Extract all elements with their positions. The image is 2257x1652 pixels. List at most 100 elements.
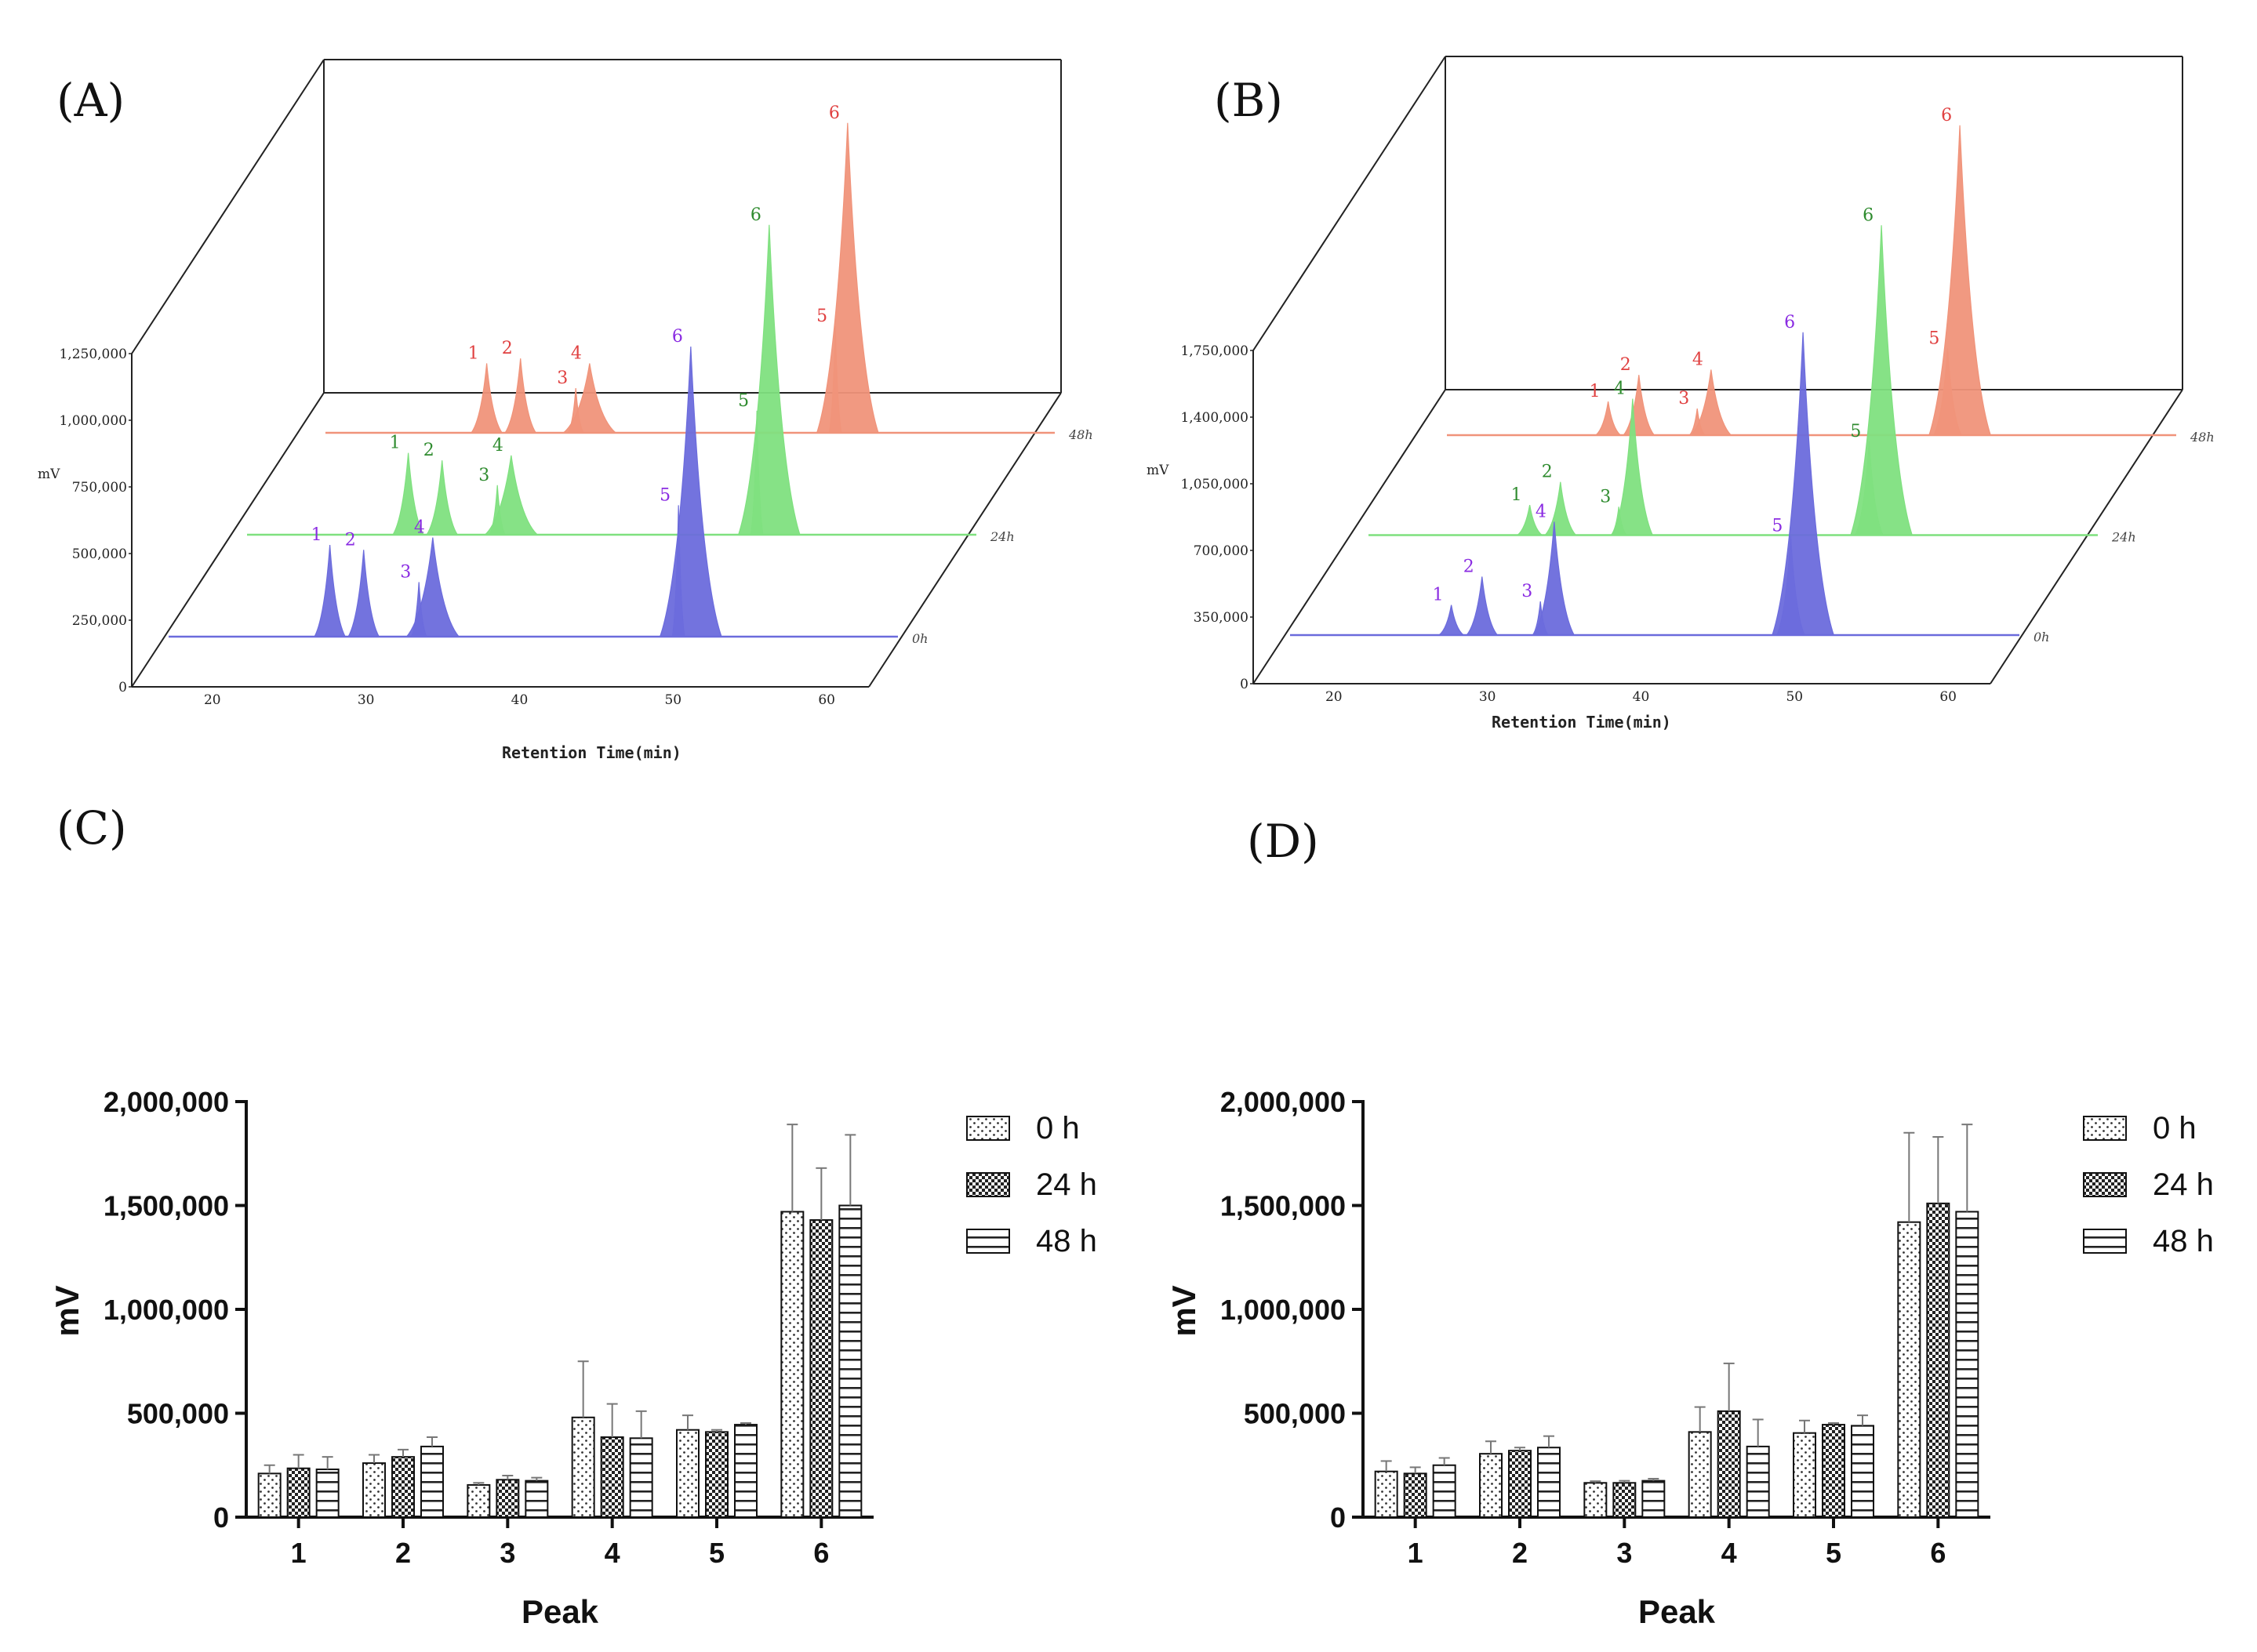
- y-ticks-a: 0 250,000 500,000 750,000 1,000,000 1,25…: [59, 347, 127, 695]
- peak-24h-6: [737, 224, 801, 536]
- x-tick-label: 3: [500, 1537, 515, 1569]
- peak-label: 2: [1542, 463, 1553, 482]
- x-tick-label: 4: [1721, 1537, 1737, 1569]
- peak-label: 3: [478, 466, 489, 485]
- legend-swatch: [2083, 1116, 2127, 1141]
- bar-24h-peak-6: [1926, 1202, 1950, 1518]
- chromatogram-3d-b: mV Retention Time(min) 0 350,000 700,000…: [1147, 56, 2215, 732]
- peak-label: 4: [1614, 379, 1625, 399]
- legend-label: 48 h: [2153, 1224, 2214, 1258]
- depth-label: 0h: [2033, 630, 2049, 644]
- bar-48h-peak-3: [1641, 1480, 1666, 1518]
- x-tick-label: 20: [1325, 689, 1343, 705]
- legend-label: 24 h: [1036, 1167, 1097, 1202]
- x-tick-label: 4: [605, 1537, 620, 1569]
- panel-label-c: (C): [56, 801, 127, 855]
- peak-0h-2: [347, 550, 380, 637]
- box-edge: [131, 59, 325, 354]
- bar-24h-peak-1: [1403, 1472, 1427, 1518]
- bar-0h-peak-4: [1688, 1431, 1712, 1518]
- legend-d: 0 h 24 h 48 h: [2153, 1111, 2214, 1258]
- peak-label: 3: [557, 369, 568, 388]
- x-tick-label: 2: [395, 1537, 411, 1569]
- bar-0h-peak-4: [571, 1416, 595, 1519]
- legend-swatch: [2083, 1172, 2127, 1197]
- x-tick-label: 60: [818, 692, 835, 708]
- peak-0h-4: [1533, 521, 1576, 636]
- y-tick-label: 1,000,000: [104, 1294, 229, 1326]
- x-tick-label: 6: [1930, 1537, 1946, 1569]
- y-axis-title-a: mV: [38, 467, 60, 482]
- y-tick-label: 250,000: [72, 613, 127, 629]
- peak-label: 1: [1433, 586, 1444, 605]
- peak-label: 6: [1784, 313, 1795, 332]
- depth-label: 0h: [912, 631, 928, 646]
- x-tick-label: 40: [1633, 689, 1650, 705]
- x-ticks-b: 20 30 40 50 60: [1325, 689, 1957, 705]
- x-tick-label: 50: [664, 692, 681, 708]
- peak-label: 3: [1521, 582, 1532, 601]
- box-edge: [131, 392, 325, 688]
- bar-0h-peak-3: [467, 1483, 491, 1519]
- y-tick-label: 1,500,000: [1220, 1190, 1346, 1222]
- y-tick-label: 0: [213, 1501, 229, 1534]
- depth-label: 24h: [990, 529, 1015, 544]
- y-tick-label: 0: [118, 680, 127, 695]
- x-tick-label: 40: [511, 692, 529, 708]
- depth-label: 24h: [2111, 530, 2136, 545]
- y-tick-label: 500,000: [1244, 1398, 1346, 1430]
- y-tick-label: 700,000: [1194, 543, 1248, 559]
- bar-24h-peak-5: [705, 1431, 729, 1518]
- depth-label: 48h: [2190, 430, 2215, 445]
- peak-48h-4: [1689, 369, 1732, 436]
- legend-label: 48 h: [1036, 1224, 1097, 1258]
- peak-label: 6: [1941, 106, 1952, 125]
- peak-label: 5: [816, 307, 827, 326]
- x-tick-label: 50: [1786, 689, 1803, 705]
- bar-24h-peak-4: [1717, 1410, 1741, 1518]
- y-tick-label: 1,000,000: [59, 413, 127, 429]
- x-tick-label: 5: [709, 1537, 725, 1569]
- x-ticks-d: 1 2 3 4 5 6: [1408, 1537, 1946, 1569]
- bar-48h-peak-2: [420, 1445, 444, 1519]
- x-tick-label: 20: [204, 692, 221, 708]
- bar-0h-peak-2: [1479, 1453, 1503, 1519]
- bar-24h-peak-5: [1822, 1424, 1845, 1518]
- x-tick-label: 1: [1408, 1537, 1423, 1569]
- peak-label: 4: [492, 436, 503, 456]
- peak-0h-6: [1772, 332, 1835, 636]
- y-tick-label: 2,000,000: [1220, 1086, 1346, 1118]
- bar-0h-peak-1: [1374, 1470, 1398, 1518]
- peak-48h-4: [562, 363, 617, 434]
- bar-0h-peak-5: [676, 1429, 700, 1518]
- box-edge: [1252, 56, 1446, 351]
- peak-label: 2: [502, 339, 513, 358]
- box-edge: [1252, 389, 1446, 684]
- peak-24h-1: [1516, 504, 1544, 536]
- bar-48h-peak-4: [629, 1437, 653, 1519]
- x-axis-title-d: Peak: [1638, 1593, 1716, 1630]
- peak-label: 6: [751, 205, 761, 225]
- bar-24h-peak-2: [391, 1456, 415, 1519]
- bar-48h-peak-6: [838, 1204, 863, 1518]
- bar-chart-c: Peak mV 0 500,000 1,000,000 1,500,000 2,…: [49, 1086, 1097, 1630]
- bar-48h-peak-6: [1955, 1211, 1979, 1518]
- peak-label: 1: [468, 343, 479, 363]
- x-tick-label: 5: [1826, 1537, 1841, 1569]
- bar-48h-peak-2: [1537, 1447, 1561, 1518]
- y-tick-label: 0: [1330, 1501, 1346, 1534]
- peak-0h-2: [1465, 576, 1499, 636]
- panel-label-a: (A): [56, 74, 125, 127]
- peak-label: 2: [423, 441, 434, 460]
- peak-48h-2: [504, 358, 537, 434]
- peak-label: 6: [829, 103, 840, 123]
- peak-label: 3: [1600, 487, 1611, 506]
- peak-label: 5: [1928, 329, 1939, 348]
- x-tick-label: 2: [1512, 1537, 1528, 1569]
- peak-label: 1: [1590, 382, 1601, 401]
- bar-chart-d: Peak mV 0 500,000 1,000,000 1,500,000 2,…: [1165, 1086, 2214, 1630]
- peak-label: 1: [390, 434, 401, 453]
- x-ticks-c: 1 2 3 4 5 6: [291, 1537, 830, 1569]
- peak-label: 5: [1850, 422, 1861, 441]
